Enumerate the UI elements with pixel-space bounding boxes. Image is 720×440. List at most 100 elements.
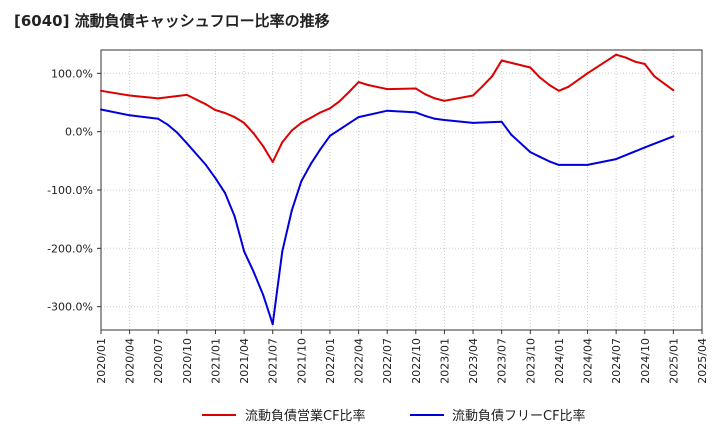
data-point — [472, 94, 474, 97]
data-point — [624, 56, 627, 59]
data-point — [243, 121, 246, 124]
y-tick-label: 0.0% — [65, 126, 93, 139]
data-point — [643, 63, 646, 65]
data-point — [548, 160, 551, 163]
series-line-1 — [100, 53, 674, 163]
data-point — [538, 155, 541, 158]
y-tick-label: -300.0% — [47, 301, 93, 314]
data-point — [653, 75, 656, 78]
x-tick-label: 2025/04 — [696, 338, 709, 384]
data-point — [491, 75, 494, 78]
data-point — [386, 88, 389, 91]
data-point — [252, 132, 255, 135]
data-point — [529, 66, 532, 69]
x-tick-label: 2020/07 — [152, 338, 165, 384]
data-point — [357, 81, 360, 84]
x-tick-label: 2021/10 — [295, 338, 308, 384]
data-point — [424, 93, 427, 96]
data-point — [500, 120, 503, 123]
x-tick-label: 2021/01 — [209, 338, 222, 384]
data-point — [319, 148, 322, 151]
x-tick-label: 2023/01 — [438, 338, 451, 384]
x-tick-label: 2024/10 — [639, 338, 652, 384]
data-point — [329, 107, 331, 110]
data-point — [300, 121, 303, 124]
x-tick-label: 2024/01 — [553, 338, 566, 384]
data-point — [157, 97, 160, 100]
y-tick-label: -100.0% — [47, 184, 93, 197]
data-point — [157, 117, 160, 120]
data-point — [357, 116, 360, 119]
data-point — [319, 111, 322, 114]
data-point — [214, 109, 217, 112]
x-tick-label: 2020/10 — [181, 338, 194, 384]
data-point — [233, 116, 236, 119]
data-point — [615, 158, 618, 161]
x-tick-label: 2025/01 — [667, 338, 680, 384]
data-point — [643, 146, 646, 149]
data-point — [472, 121, 474, 124]
data-point — [262, 294, 265, 296]
data-point — [166, 123, 169, 126]
x-tick-label: 2024/04 — [582, 338, 595, 384]
data-point — [100, 89, 102, 92]
data-point — [414, 111, 417, 114]
data-point — [185, 142, 188, 145]
data-point — [176, 131, 179, 134]
data-point — [538, 76, 541, 79]
data-point — [233, 215, 236, 218]
series-line-2 — [100, 108, 674, 326]
data-point — [443, 99, 446, 102]
x-tick-label: 2023/07 — [496, 338, 509, 384]
x-tick-label: 2020/04 — [124, 338, 137, 384]
data-point — [185, 93, 188, 96]
data-point — [557, 163, 560, 166]
data-point — [243, 250, 246, 253]
data-point — [204, 163, 207, 166]
data-point — [195, 98, 198, 101]
data-point — [300, 180, 303, 183]
data-point — [424, 114, 427, 117]
x-tick-label: 2021/04 — [238, 338, 251, 384]
legend-label: 流動負債フリーCF比率 — [452, 408, 586, 424]
data-point — [586, 72, 589, 75]
data-point — [252, 270, 255, 273]
data-point — [443, 119, 446, 121]
data-point — [290, 209, 293, 212]
data-point — [433, 117, 436, 120]
y-tick-label: 100.0% — [51, 67, 93, 80]
data-point — [386, 109, 389, 112]
data-point — [224, 191, 226, 194]
data-point — [271, 323, 274, 326]
x-tick-label: 2023/04 — [467, 338, 480, 384]
data-point — [271, 161, 274, 163]
data-point — [309, 116, 312, 119]
data-point — [204, 103, 207, 106]
data-point — [338, 100, 341, 103]
data-point — [290, 129, 293, 132]
x-tick-label: 2021/07 — [267, 338, 280, 384]
data-point — [529, 151, 532, 154]
data-point — [634, 60, 637, 63]
chart-title: [6040] 流動負債キャッシュフロー比率の推移 — [14, 12, 330, 30]
data-point — [281, 250, 284, 253]
x-tick-label: 2022/07 — [381, 338, 394, 384]
data-point — [214, 177, 217, 180]
legend-label: 流動負債営業CF比率 — [245, 408, 366, 424]
data-point — [615, 53, 618, 56]
data-point — [414, 87, 417, 90]
data-point — [567, 85, 570, 88]
data-point — [672, 135, 675, 138]
data-point — [128, 94, 131, 97]
data-point — [309, 162, 312, 165]
x-tick-label: 2023/10 — [524, 338, 537, 384]
data-point — [329, 134, 331, 137]
data-point — [557, 89, 560, 92]
y-tick-label: -200.0% — [47, 242, 93, 255]
data-point — [128, 114, 131, 117]
x-tick-label: 2020/01 — [95, 338, 108, 384]
x-tick-label: 2022/01 — [324, 338, 337, 384]
data-point — [348, 91, 350, 93]
